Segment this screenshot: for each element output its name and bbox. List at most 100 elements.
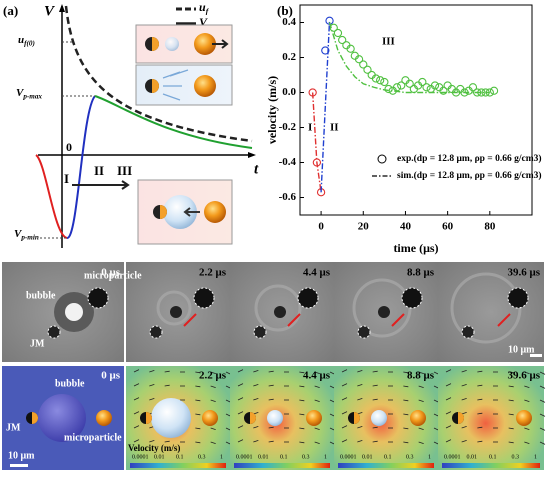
vector bbox=[133, 383, 140, 387]
exp-point bbox=[375, 76, 385, 85]
exp-point bbox=[333, 28, 343, 38]
microparticle bbox=[194, 33, 216, 55]
vector bbox=[524, 385, 530, 388]
frame: 0.0001 0.01 0.1 0.3 1 39.6 μs bbox=[438, 366, 546, 470]
exp-point bbox=[430, 81, 440, 90]
label: microparticle bbox=[84, 270, 142, 281]
vector bbox=[477, 426, 483, 429]
exp-point bbox=[439, 86, 448, 95]
jm bbox=[357, 325, 371, 339]
vector bbox=[477, 398, 483, 401]
vector bbox=[210, 385, 216, 388]
y-axis-label: velocity (m/s) bbox=[265, 76, 279, 144]
vector bbox=[314, 385, 320, 388]
phase-label: I bbox=[308, 122, 312, 134]
microparticle bbox=[410, 410, 426, 426]
time-label: 4.4 μs bbox=[303, 370, 331, 382]
jm bbox=[253, 325, 267, 339]
vector bbox=[445, 439, 452, 443]
vector bbox=[314, 371, 320, 374]
vector bbox=[403, 399, 409, 402]
colorbar-tick: 0.0001 bbox=[236, 454, 253, 460]
vector bbox=[299, 413, 305, 416]
vector bbox=[403, 413, 409, 416]
vector bbox=[418, 441, 424, 444]
vector bbox=[418, 371, 424, 374]
jm bbox=[354, 412, 360, 424]
panel-a: (a) V t ufVpuf(0)Vp-maxVp-min0IIIIIIIIuf… bbox=[3, 0, 259, 248]
label: uf bbox=[199, 0, 210, 15]
curve-ii bbox=[66, 95, 96, 240]
colorbar-tick: 0.0001 bbox=[132, 454, 149, 460]
vector bbox=[195, 427, 201, 430]
microparticle bbox=[194, 75, 216, 97]
vector bbox=[403, 441, 409, 444]
y-tick-label: 0.4 bbox=[282, 16, 296, 28]
vector bbox=[164, 370, 170, 373]
vector bbox=[133, 397, 140, 401]
vector bbox=[508, 399, 514, 402]
microparticle bbox=[87, 287, 109, 309]
vector bbox=[341, 369, 348, 373]
vector bbox=[418, 427, 424, 430]
vector bbox=[539, 441, 546, 445]
vector bbox=[524, 371, 530, 374]
janus bbox=[152, 79, 159, 93]
colorbar-title: Velocity (m/s) bbox=[128, 443, 180, 453]
vector bbox=[195, 385, 201, 388]
y-tick-label: -0.2 bbox=[279, 121, 297, 133]
colorbar-tick: 0.1 bbox=[176, 454, 184, 460]
jm bbox=[461, 325, 475, 339]
vector bbox=[539, 427, 546, 431]
exp-point bbox=[354, 55, 364, 64]
vector bbox=[357, 370, 363, 373]
image bbox=[438, 262, 544, 362]
janus bbox=[152, 37, 159, 51]
bubble bbox=[267, 410, 283, 426]
vector bbox=[461, 398, 467, 401]
panel-b: (b) time (μs) velocity (m/s) 0 20 40 60 80 -0… bbox=[265, 3, 542, 255]
vector bbox=[149, 370, 155, 373]
vector bbox=[195, 371, 201, 374]
frame: 0.0001 0.01 0.1 0.3 1 2.2 μs bbox=[126, 366, 232, 470]
vector bbox=[237, 425, 244, 429]
arrow bbox=[212, 39, 229, 49]
vector bbox=[508, 427, 514, 430]
label: bubble bbox=[55, 378, 85, 389]
vector bbox=[341, 411, 348, 415]
vector bbox=[372, 398, 378, 401]
bubble bbox=[151, 398, 191, 438]
vector bbox=[314, 427, 320, 430]
arrow bbox=[183, 313, 197, 327]
vector bbox=[253, 398, 259, 401]
exp-point bbox=[359, 60, 368, 69]
phase-label: II bbox=[330, 122, 339, 134]
time-label: 0 μs bbox=[101, 370, 120, 382]
jm bbox=[146, 412, 152, 424]
exp-point bbox=[384, 84, 393, 94]
vector bbox=[268, 426, 274, 429]
colorbar-tick: 0.01 bbox=[467, 454, 478, 460]
microparticle bbox=[297, 287, 319, 309]
frame: 2.2 μs bbox=[126, 262, 230, 362]
flow bbox=[162, 69, 189, 101]
sim-line bbox=[311, 92, 322, 193]
vector bbox=[253, 440, 259, 443]
vector bbox=[445, 411, 452, 415]
vector bbox=[357, 384, 363, 387]
x-tick-label: 0 bbox=[318, 221, 324, 233]
vector bbox=[524, 427, 530, 430]
exp-point bbox=[468, 83, 478, 92]
vector bbox=[149, 384, 155, 387]
vector bbox=[445, 383, 452, 387]
scale-bar bbox=[530, 354, 542, 357]
label: microparticle bbox=[64, 432, 122, 443]
time-label: 8.8 μs bbox=[407, 267, 435, 279]
colorbar bbox=[442, 463, 540, 468]
panel-label: (a) bbox=[3, 3, 18, 18]
colorbar-tick: 0.1 bbox=[384, 454, 392, 460]
time-label: 39.6 μs bbox=[507, 370, 540, 382]
vector bbox=[524, 441, 530, 444]
